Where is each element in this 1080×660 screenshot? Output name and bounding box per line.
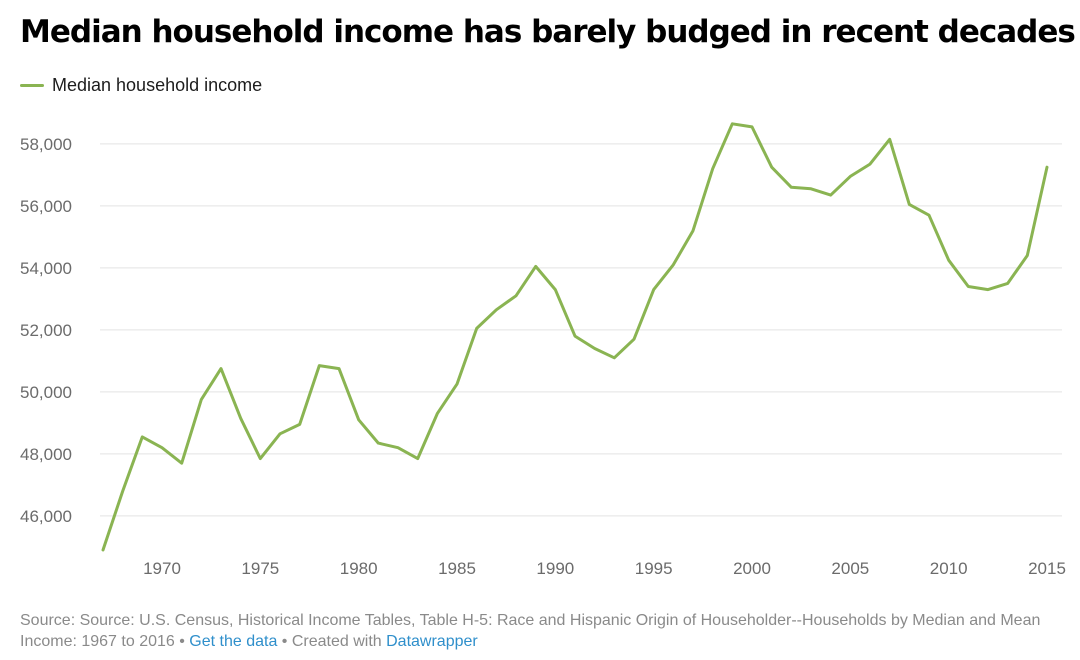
x-tick-label: 2000 <box>733 559 771 578</box>
series-layer <box>101 122 1049 552</box>
x-axis-labels: 1970 1975 1980 1985 1990 1995 2000 2005 2010 2015 <box>143 559 1066 578</box>
x-tick-label: 2015 <box>1028 559 1066 578</box>
source-note: Source: Source: U.S. Census, Historical … <box>20 612 1041 650</box>
chart-title: Median household income has barely budge… <box>20 14 1076 50</box>
footer-separator: • <box>174 633 190 650</box>
y-tick-label: 56,000 <box>20 197 72 216</box>
x-tick-label: 1990 <box>536 559 574 578</box>
x-tick-label: 1995 <box>635 559 673 578</box>
y-tick-label: 52,000 <box>20 321 72 340</box>
x-tick-label: 2010 <box>930 559 968 578</box>
x-tick-label: 1980 <box>340 559 378 578</box>
y-tick-label: 54,000 <box>20 259 72 278</box>
x-tick-label: 1975 <box>241 559 279 578</box>
gridlines <box>100 143 1062 517</box>
legend: Median household income <box>20 72 262 98</box>
y-tick-label: 50,000 <box>20 383 72 402</box>
x-tick-label: 1970 <box>143 559 181 578</box>
legend-swatch <box>20 83 44 87</box>
line-chart: 46,000 48,000 50,000 52,000 54,000 56,000 58,0… <box>20 122 1066 578</box>
y-tick-label: 46,000 <box>20 507 72 526</box>
get-the-data-link[interactable]: Get the data <box>189 633 278 650</box>
x-tick-label: 1985 <box>438 559 476 578</box>
legend-label: Median household income <box>52 74 263 95</box>
series-line-median-household-income <box>101 122 1049 552</box>
datawrapper-link[interactable]: Datawrapper <box>386 633 478 650</box>
y-tick-label: 48,000 <box>20 445 72 464</box>
footer-separator: • <box>277 633 292 650</box>
y-tick-label: 58,000 <box>20 135 72 154</box>
y-axis-labels: 46,000 48,000 50,000 52,000 54,000 56,000 58,0… <box>20 135 72 526</box>
x-tick-label: 2005 <box>831 559 869 578</box>
created-with-text: Created with <box>291 633 382 650</box>
footer: Source: Source: U.S. Census, Historical … <box>20 610 1065 652</box>
